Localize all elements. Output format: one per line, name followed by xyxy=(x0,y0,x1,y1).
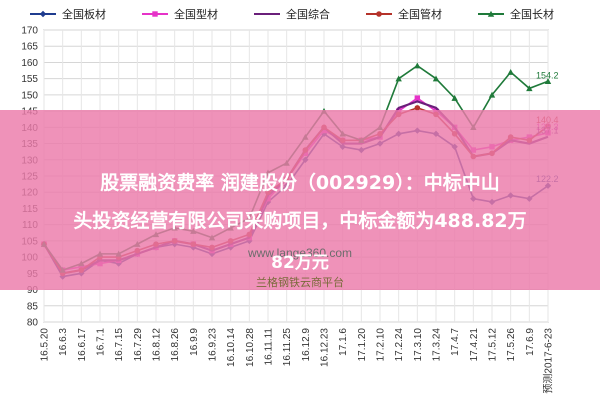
x-tick-label: 16.12.23 xyxy=(320,328,331,367)
x-tick-label: 16.5.20 xyxy=(40,328,51,362)
y-tick-label: 85 xyxy=(27,301,39,312)
data-point xyxy=(451,94,458,101)
x-tick-label: 17.2.24 xyxy=(394,328,405,362)
x-tick-label: 16.11.11 xyxy=(264,328,275,366)
legend-marker xyxy=(39,10,47,18)
x-tick-label: 16.12.9 xyxy=(301,328,312,362)
legend: 全国板材 全国型材 全国综合 全国管材 全国长材 xyxy=(30,7,554,21)
x-axis-ticks: 16.5.20 16.6.3 16.6.17 16.7.1 16.7.15 16.7.29… xyxy=(40,328,555,394)
x-tick-label: 17.3.24 xyxy=(432,328,443,362)
data-point xyxy=(432,75,440,82)
data-point xyxy=(544,78,552,84)
x-tick-label: 预测2017-6-23 xyxy=(542,328,555,394)
x-tick-label: 17.4.7 xyxy=(450,328,461,356)
pink-title-banner: www.lange360.com 兰格钢铁云商平台 股票融资费率 润建股份（00… xyxy=(0,110,600,290)
data-point xyxy=(414,62,421,69)
legend-entry: 全国板材 xyxy=(62,7,106,21)
legend-marker xyxy=(152,11,158,17)
x-tick-label: 17.3.10 xyxy=(413,328,424,362)
x-tick-label: 16.6.17 xyxy=(77,328,88,362)
banner-line-2: 头投资经营有限公司采购项目，中标金额为488.82万 xyxy=(73,210,527,232)
y-tick-label: 90 xyxy=(27,285,39,296)
x-tick-label: 17.5.26 xyxy=(506,328,517,362)
legend-marker xyxy=(376,11,382,17)
banner-line-1: 股票融资费率 润建股份（002929）：中标中山 xyxy=(100,172,500,194)
x-tick-label: 16.11.25 xyxy=(282,328,293,367)
watermark-site: www.lange360.com xyxy=(247,246,353,260)
x-tick-label: 16.8.26 xyxy=(170,328,181,362)
x-tick-label: 17.4.21 xyxy=(469,328,480,362)
data-point xyxy=(414,105,421,111)
x-tick-label: 16.10.28 xyxy=(245,328,256,367)
end-value-label: 154.2 xyxy=(536,70,559,80)
x-tick-label: 17.1.6 xyxy=(338,328,349,356)
data-point xyxy=(414,95,421,101)
y-tick-label: 165 xyxy=(21,42,38,53)
x-tick-label: 17.2.10 xyxy=(376,328,387,362)
x-tick-label: 16.7.15 xyxy=(114,328,125,362)
x-tick-label: 17.6.9 xyxy=(525,328,536,356)
legend-entry: 全国长材 xyxy=(510,7,554,21)
x-tick-label: 16.7.1 xyxy=(96,328,107,356)
x-tick-label: 16.7.29 xyxy=(133,328,144,362)
y-tick-label: 150 xyxy=(21,90,38,101)
legend-entry: 全国管材 xyxy=(398,7,442,21)
x-tick-label: 16.9.23 xyxy=(208,328,219,362)
x-tick-label: 17.5.12 xyxy=(488,328,499,362)
watermark-brand: 兰格钢铁云商平台 xyxy=(256,277,344,289)
y-tick-label: 170 xyxy=(21,26,38,37)
banner-line-3: 82万元 xyxy=(271,253,329,273)
legend-entry: 全国综合 xyxy=(286,7,330,21)
data-point xyxy=(507,68,514,75)
x-tick-label: 17.1.20 xyxy=(357,328,368,362)
x-tick-label: 16.6.3 xyxy=(58,328,69,356)
x-tick-label: 16.9.9 xyxy=(189,328,200,356)
legend-entry: 全国型材 xyxy=(174,7,218,21)
y-tick-label: 80 xyxy=(27,318,39,329)
legend-marker xyxy=(487,10,495,17)
y-tick-label: 155 xyxy=(21,74,38,85)
data-point xyxy=(395,75,402,82)
data-point xyxy=(488,91,496,98)
x-tick-label: 16.10.14 xyxy=(226,328,237,367)
x-tick-label: 16.8.12 xyxy=(152,328,163,362)
data-point xyxy=(526,85,533,92)
y-tick-label: 160 xyxy=(21,58,38,69)
